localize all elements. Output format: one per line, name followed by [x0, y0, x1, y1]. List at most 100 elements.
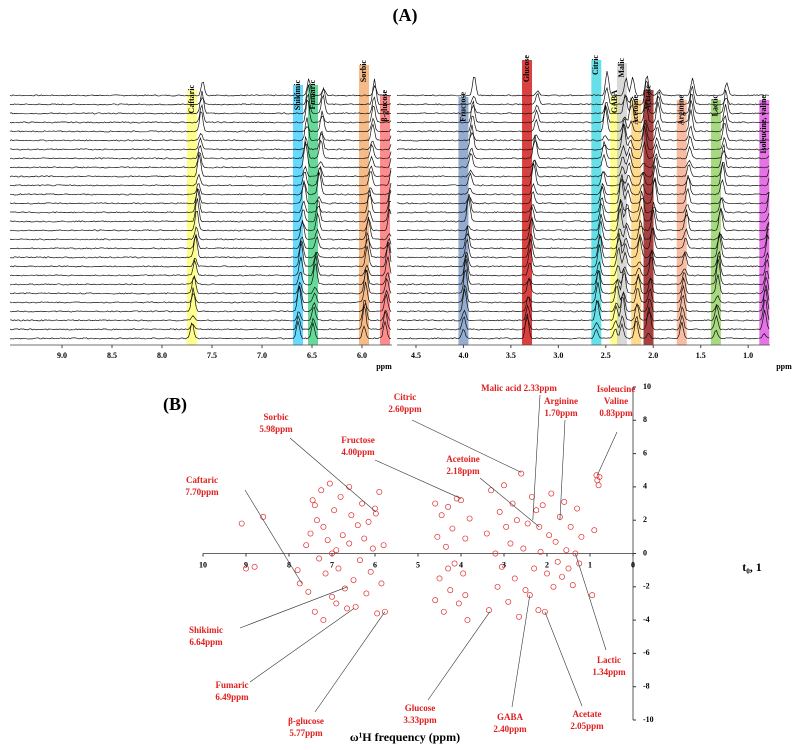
spectrum-trace: [9, 217, 392, 241]
data-point: [449, 525, 456, 532]
annotation-label: Valine: [604, 396, 628, 406]
data-point: [578, 533, 585, 540]
data-point: [569, 582, 576, 589]
data-point: [464, 617, 471, 624]
data-point: [546, 532, 553, 539]
region-band: [522, 60, 533, 345]
data-point: [451, 560, 458, 567]
data-point: [574, 505, 581, 512]
x-tick-label: 5: [416, 560, 420, 569]
annotation-leader: [559, 419, 566, 521]
data-point: [238, 520, 245, 527]
annotation-label: Isoleucine: [597, 384, 636, 394]
x-tick-label: 6.0: [357, 351, 367, 360]
data-point: [348, 512, 355, 519]
annotation-label: Arginine: [544, 396, 578, 406]
data-point: [486, 607, 492, 614]
data-point: [552, 538, 559, 545]
annotation-label: Glucose: [405, 703, 436, 713]
x-tick-label: 6.5: [307, 351, 317, 360]
data-point: [365, 518, 372, 525]
data-point: [339, 532, 346, 539]
x-tick-label: 8.5: [107, 351, 117, 360]
data-point: [539, 502, 546, 509]
spectrum-trace: [9, 231, 392, 259]
data-point: [320, 617, 327, 624]
region-label: Malic: [617, 58, 626, 78]
annotation-label: 2.40ppm: [493, 724, 527, 734]
data-point: [311, 502, 318, 509]
data-point: [595, 482, 602, 489]
x-tick-label: 2.0: [648, 351, 658, 360]
data-point: [445, 503, 452, 510]
spectrum-trace: [9, 320, 392, 340]
region-band: [643, 90, 654, 345]
spectrum-trace: [396, 268, 770, 295]
data-point: [505, 598, 512, 605]
data-point: [378, 580, 385, 587]
data-point: [440, 608, 447, 615]
annotation-label: Sorbic: [263, 412, 288, 422]
spectrum-trace: [396, 190, 770, 214]
data-point: [357, 557, 363, 564]
data-point: [324, 537, 331, 544]
spectrum-trace: [10, 78, 392, 106]
data-point: [318, 487, 325, 494]
x-tick-label: 9.0: [57, 351, 67, 360]
annotation-leader: [239, 586, 348, 629]
data-point: [533, 507, 540, 514]
data-point: [466, 515, 473, 522]
annotation-leader: [427, 611, 491, 701]
data-point: [369, 545, 376, 552]
region-label: Glucose: [522, 55, 531, 83]
spectrum-trace: [396, 71, 770, 97]
data-point: [554, 558, 561, 565]
x-tick-label: 4: [459, 560, 463, 569]
data-point: [447, 587, 454, 594]
spectrum-trace: [9, 233, 392, 250]
spectrum-trace: [396, 254, 770, 277]
data-point: [531, 565, 538, 572]
y-tick-label: 2: [643, 515, 647, 524]
spectrum-trace: [396, 121, 770, 142]
annotation-label: 4.00ppm: [341, 447, 375, 457]
annotation-label: Caftaric: [186, 475, 218, 485]
region-band: [380, 95, 390, 345]
annotation-label: 0.83ppm: [599, 408, 633, 418]
x-tick-label: 1.0: [743, 351, 753, 360]
data-point: [432, 597, 439, 604]
annotation-label: 1.70ppm: [544, 408, 578, 418]
region-label: Acetate: [643, 85, 652, 111]
annotation-label: β-glucose: [288, 716, 324, 726]
spectrum-trace: [396, 313, 770, 340]
annotation-leader: [289, 437, 377, 513]
data-point: [381, 608, 388, 615]
data-point: [380, 542, 387, 549]
y-tick-label: -6: [643, 648, 650, 657]
data-point: [483, 530, 490, 537]
annotation-label: Acetate: [573, 709, 602, 719]
region-band: [710, 100, 721, 345]
region-label: Caftaric: [187, 85, 196, 114]
spectrum-trace: [9, 110, 392, 133]
data-point: [309, 497, 316, 504]
annotation-label: 2.60ppm: [388, 404, 422, 414]
annotation-label: Shikimic: [189, 625, 223, 635]
data-point: [572, 550, 579, 557]
data-point: [329, 550, 335, 557]
data-point: [314, 517, 320, 524]
x-tick-label: 3.0: [553, 351, 563, 360]
region-label: Arginine: [677, 95, 686, 126]
data-point: [503, 523, 510, 530]
x-tick-label: 0: [631, 560, 635, 569]
spectrum-trace: [396, 306, 770, 331]
annotation-label: GABA: [497, 712, 524, 722]
spectrum-trace: [9, 281, 392, 304]
data-point: [550, 583, 557, 590]
y-tick-label: 8: [643, 415, 647, 424]
x-tick-label: 4.0: [458, 351, 468, 360]
data-point: [374, 610, 381, 617]
spectrum-trace: [396, 226, 770, 250]
x-tick-label: 7: [330, 560, 334, 569]
x-axis-unit: ppm: [376, 362, 392, 371]
